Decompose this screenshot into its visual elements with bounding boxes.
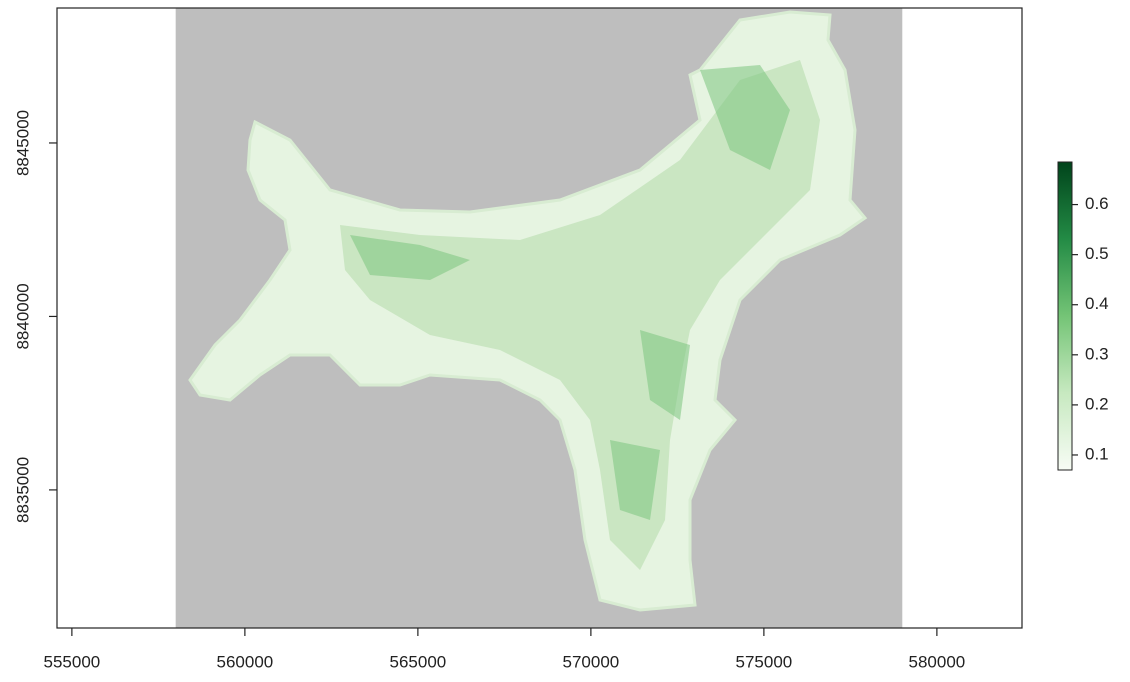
y-tick-label: 8840000 [13,283,32,349]
y-tick-label: 8835000 [13,457,32,523]
map-figure: 555000 560000 565000 570000 575000 580000 8835… [0,0,1130,682]
y-tick-label: 8845000 [13,110,32,176]
x-tick-label: 565000 [390,652,447,671]
colorbar [1058,162,1072,470]
x-tick-label: 560000 [217,652,274,671]
x-tick-label: 570000 [563,652,620,671]
x-tick-label: 580000 [909,652,966,671]
x-tick-label: 575000 [736,652,793,671]
colorbar-tick-label: 0.5 [1085,244,1109,263]
colorbar-tick-label: 0.6 [1085,194,1109,213]
colorbar-tick-label: 0.3 [1085,344,1109,363]
colorbar-tick-label: 0.2 [1085,394,1109,413]
colorbar-tick-label: 0.4 [1085,294,1109,313]
x-tick-label: 555000 [44,652,101,671]
colorbar-tick-label: 0.1 [1085,444,1109,463]
